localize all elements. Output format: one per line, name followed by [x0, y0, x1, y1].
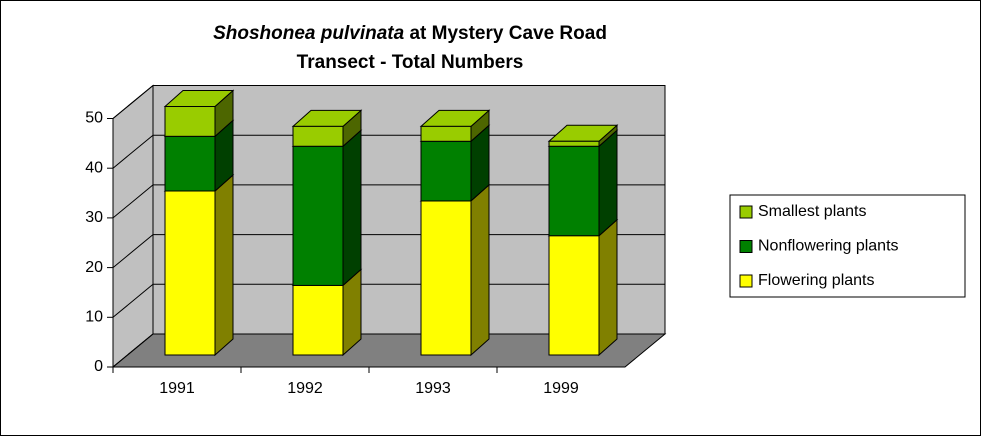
- chart-title-line2: Transect - Total Numbers: [297, 52, 524, 73]
- grid-line: [112, 234, 665, 268]
- grid-line: [112, 283, 665, 318]
- legend-swatch: [739, 240, 753, 253]
- legend-swatch: [739, 274, 753, 288]
- bar: [420, 200, 472, 356]
- bar: [548, 235, 600, 356]
- bar: [548, 140, 600, 147]
- bar-side: [598, 129, 618, 237]
- y-tick-label: 50: [85, 110, 103, 127]
- side-wall: [112, 84, 154, 369]
- grid-line: [112, 134, 665, 169]
- x-tick-label: 1991: [159, 380, 195, 397]
- x-tick-label: 1993: [415, 380, 451, 397]
- legend-label: Nonflowering plants: [758, 238, 899, 255]
- bar-side: [214, 173, 234, 357]
- y-tick-label: 0: [94, 358, 103, 375]
- legend-label: Flowering plants: [758, 272, 875, 289]
- y-tick-label: 40: [85, 159, 103, 176]
- title-species: Shoshonea pulvinata: [213, 23, 405, 44]
- title-rest: at Mystery Cave Road: [409, 23, 606, 44]
- bar: [548, 145, 600, 237]
- legend-label: Smallest plants: [758, 203, 867, 220]
- bar-side: [342, 129, 362, 287]
- y-tick-label: 10: [85, 309, 103, 326]
- y-tick-label: 20: [85, 259, 103, 276]
- bar: [164, 135, 216, 192]
- chart-title: Shoshonea pulvinata at Mystery Cave Road: [213, 23, 607, 44]
- bar-side: [598, 218, 618, 357]
- bar: [292, 145, 344, 286]
- bar: [292, 284, 344, 356]
- x-tick-label: 1999: [543, 380, 579, 397]
- x-tick-label: 1992: [287, 380, 323, 397]
- bar-side: [470, 183, 490, 357]
- y-tick-label: 30: [85, 209, 103, 226]
- grid-line: [112, 85, 665, 119]
- grid-line: [112, 184, 665, 219]
- bar: [164, 190, 216, 356]
- bar: [420, 140, 472, 202]
- legend-swatch: [739, 205, 753, 219]
- legend: [729, 194, 966, 298]
- bar: [292, 125, 344, 147]
- bar: [164, 106, 216, 137]
- bar: [420, 125, 472, 142]
- grid-line: [112, 333, 665, 368]
